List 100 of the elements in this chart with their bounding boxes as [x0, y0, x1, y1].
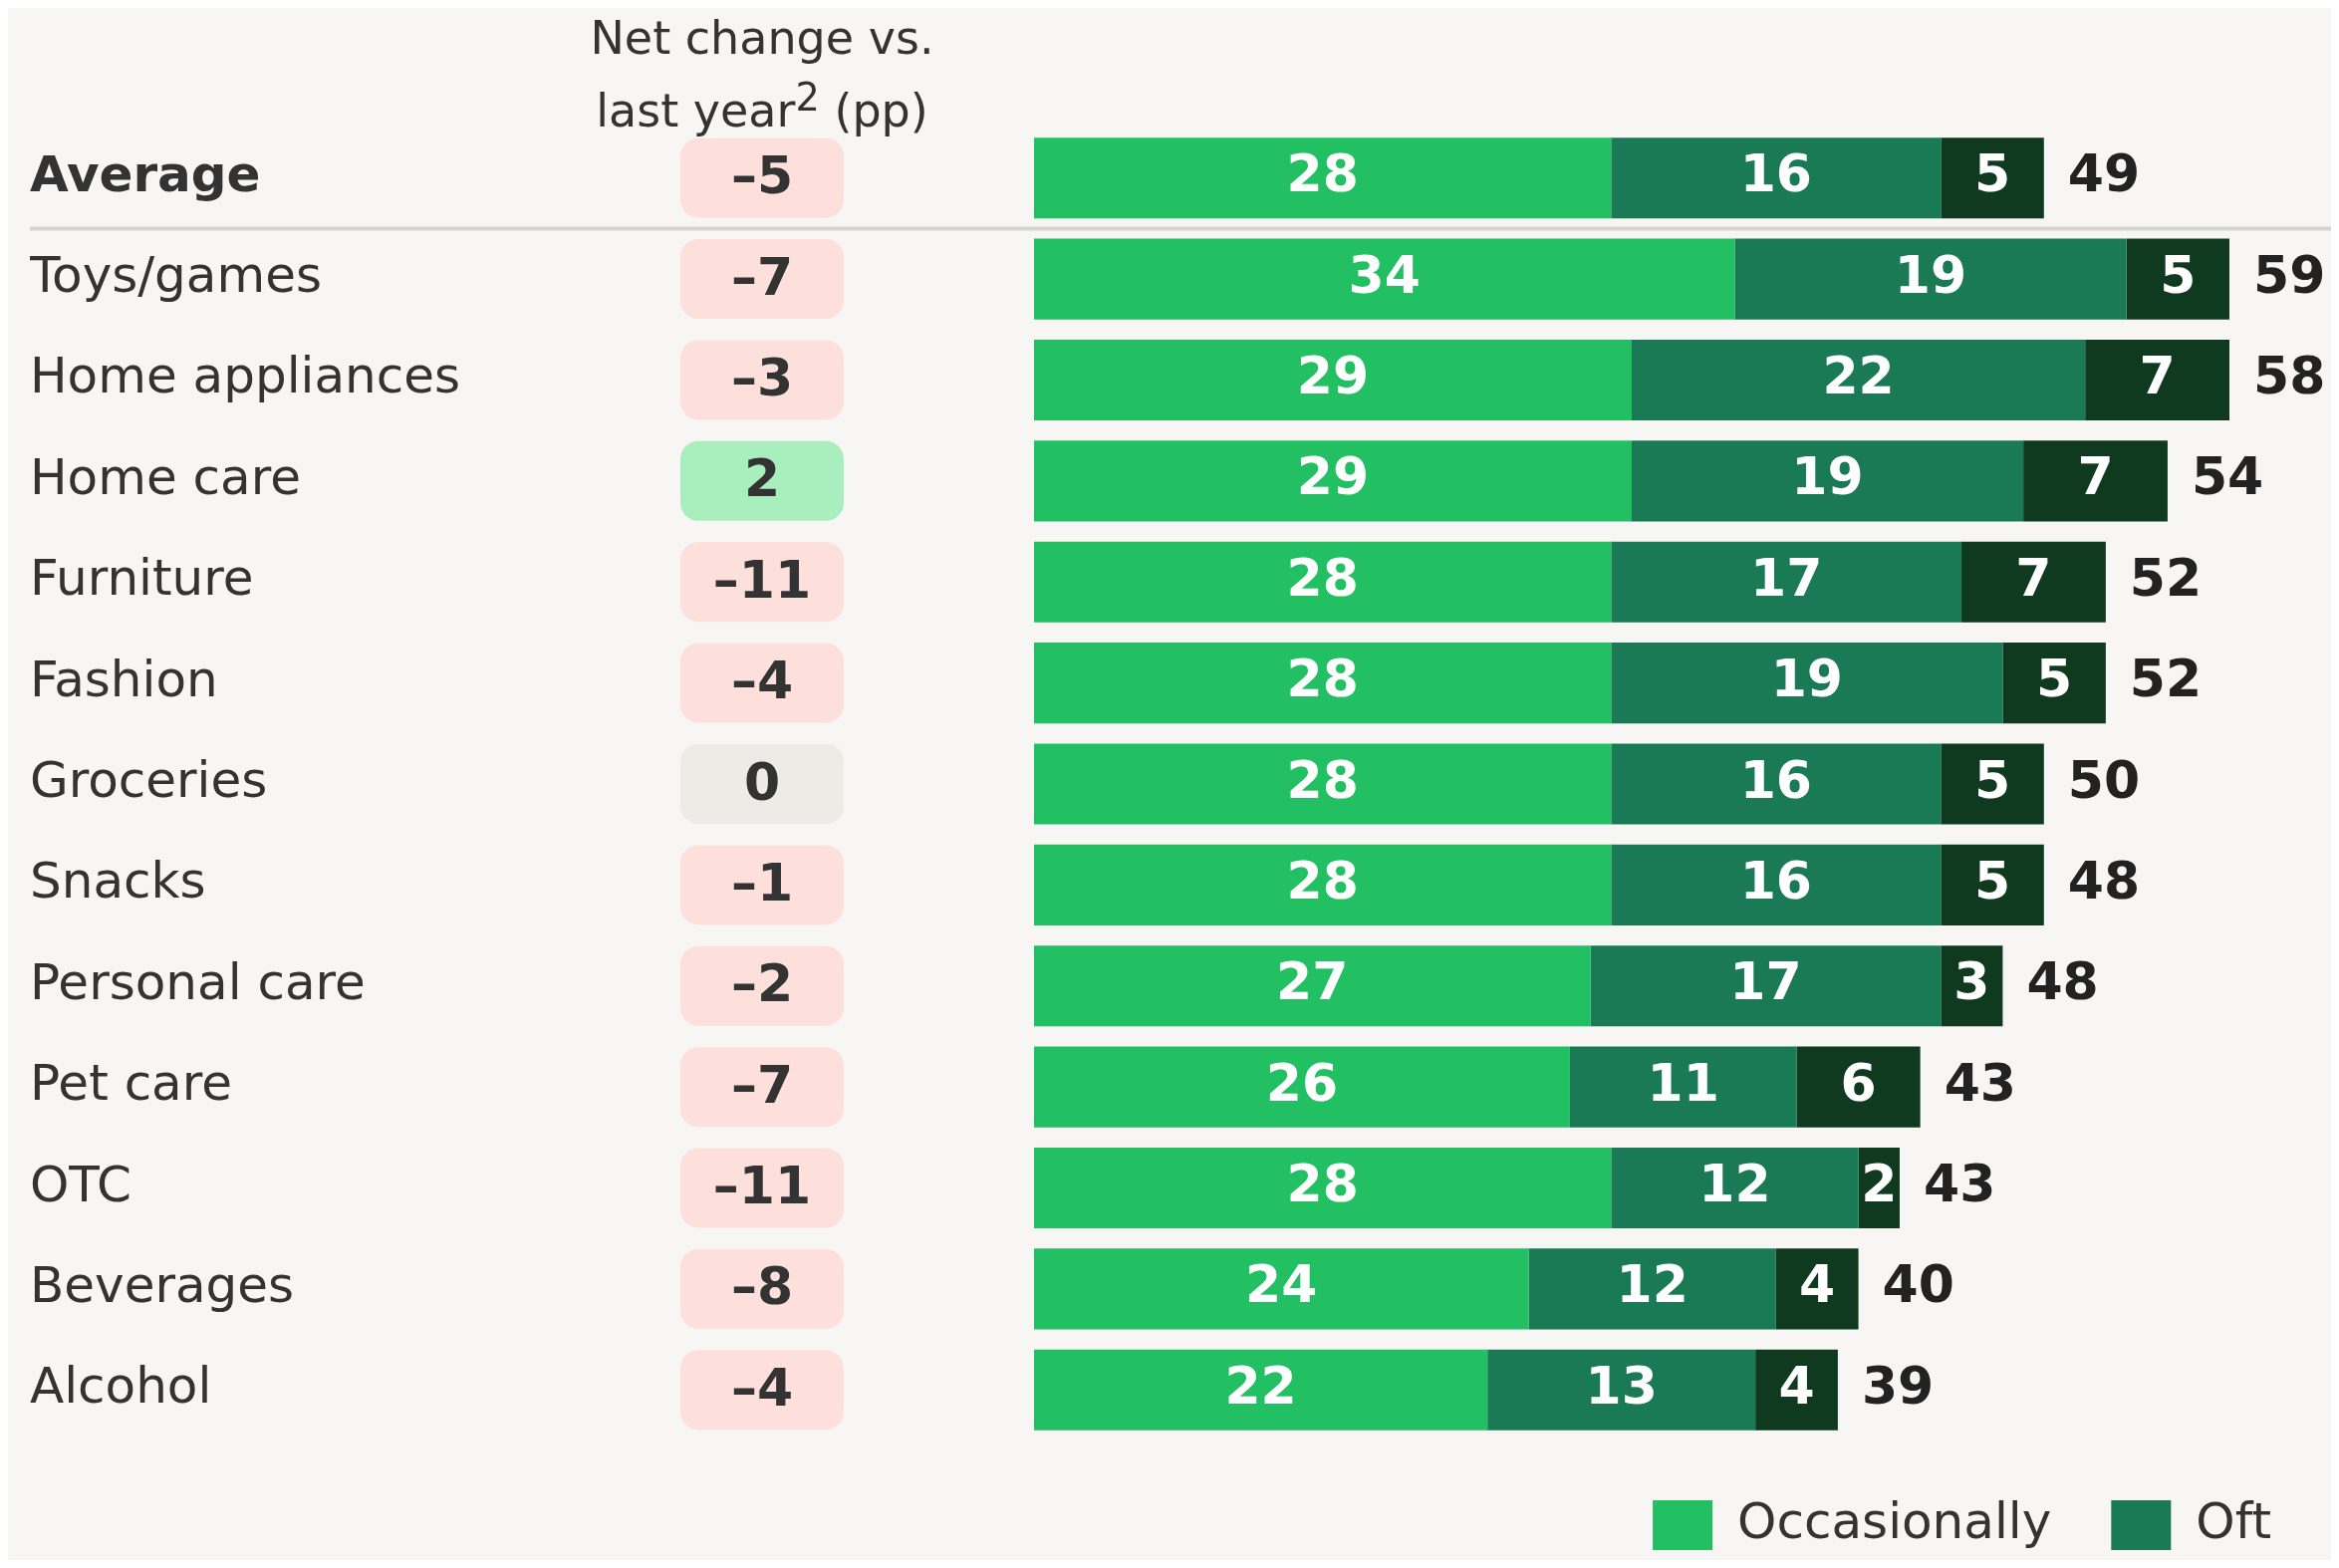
data-label: 19: [1791, 446, 1864, 507]
bar: [2023, 440, 2168, 522]
bar: [1034, 137, 1612, 219]
data-label: 5: [2036, 649, 2073, 709]
text: –4: [730, 1357, 794, 1418]
data-label: 34: [1348, 244, 1421, 305]
y-tick-label: Fashion: [30, 650, 218, 708]
text: Net change vs. last year$^{2}$ (pp): [589, 10, 935, 140]
bar: [1775, 1248, 1859, 1330]
total-label: 54: [2191, 446, 2264, 507]
total-label: 52: [2129, 547, 2203, 608]
data-label: 5: [2160, 244, 2197, 305]
data-label: 16: [1739, 143, 1813, 204]
bar: [1611, 137, 1942, 219]
total-label: 48: [2026, 951, 2099, 1012]
bar: [1487, 1349, 1756, 1431]
bar: [1034, 844, 1612, 925]
text: –3: [730, 347, 794, 407]
total-label: 39: [1861, 1355, 1935, 1416]
text: 2: [743, 448, 781, 509]
data-label: 28: [1286, 143, 1359, 204]
bar: [1632, 339, 2086, 421]
y-tick-label: Average: [30, 144, 261, 203]
bar: [1569, 1046, 1797, 1128]
text: –4: [730, 651, 794, 711]
bar: [1034, 238, 1735, 320]
data-label: 22: [1224, 1355, 1297, 1416]
text: –7: [730, 246, 794, 307]
bar: [1961, 541, 2106, 623]
total-label: 43: [1923, 1154, 1996, 1214]
y-tick-label: Toys/games: [29, 246, 323, 305]
bar: [1611, 844, 1942, 925]
bar: [1034, 1147, 1612, 1229]
data-label: 7: [2077, 446, 2114, 507]
bar: [1796, 1046, 1921, 1128]
data-label: 5: [1973, 143, 2011, 204]
text: –11: [712, 549, 812, 610]
total-label: 40: [1882, 1254, 1954, 1315]
data-label: 29: [1296, 446, 1370, 507]
bar: [1034, 541, 1612, 623]
data-label: 7: [2139, 345, 2176, 405]
bar: [1034, 643, 1612, 724]
data-label: 26: [1265, 1052, 1339, 1113]
data-label: 17: [1729, 951, 1802, 1012]
y-tick-label: Groceries: [30, 750, 268, 809]
y-tick-label: Furniture: [30, 549, 254, 608]
data-label: 16: [1739, 749, 1813, 810]
bar: [1734, 238, 2127, 320]
data-label: 12: [1616, 1254, 1689, 1315]
data-label: 28: [1286, 850, 1359, 911]
y-tick-label: Home care: [30, 447, 301, 506]
y-tick-label: Pet care: [30, 1054, 232, 1113]
data-label: 5: [1973, 749, 2011, 810]
bar: [1528, 1248, 1776, 1330]
data-label: 11: [1647, 1052, 1719, 1113]
y-tick-label: Home appliances: [30, 347, 461, 405]
total-label: 49: [2067, 143, 2141, 204]
text: –1: [730, 852, 794, 913]
total-label: 58: [2253, 345, 2326, 405]
bar: [2126, 238, 2229, 320]
data-label: 12: [1698, 1154, 1771, 1214]
data-label: 27: [1276, 951, 1349, 1012]
bar: [1034, 339, 1632, 421]
bar: [1755, 1349, 1838, 1431]
bar: [2085, 339, 2229, 421]
data-label: 3: [1953, 951, 1990, 1012]
data-label: 28: [1286, 547, 1359, 608]
data-label: 28: [1286, 649, 1359, 709]
data-label: 19: [1894, 244, 1967, 305]
text: –8: [730, 1256, 794, 1317]
bar: [1034, 945, 1591, 1027]
text: –11: [712, 1156, 812, 1216]
y-tick-label: Alcohol: [30, 1357, 212, 1416]
data-label: 19: [1770, 649, 1844, 709]
text: –7: [730, 1054, 794, 1115]
total-label: 48: [2067, 850, 2141, 911]
bar: [1034, 440, 1632, 522]
bar: [1632, 440, 2024, 522]
data-label: 24: [1245, 1254, 1318, 1315]
bar: [1611, 541, 1962, 623]
data-label: 29: [1296, 345, 1370, 405]
data-label: 13: [1585, 1355, 1658, 1416]
bar: [1941, 137, 2044, 219]
legend-label: Oft: [2196, 1491, 2271, 1550]
bar: [1611, 643, 2003, 724]
data-label: 7: [2015, 547, 2052, 608]
total-label: 50: [2067, 749, 2141, 810]
bar: [1590, 945, 1942, 1027]
data-label: 28: [1286, 1154, 1359, 1214]
text: –5: [730, 145, 794, 206]
bar: [1034, 1046, 1570, 1128]
data-label: 28: [1286, 749, 1359, 810]
data-label: 4: [1778, 1355, 1815, 1416]
y-tick-label: Beverages: [30, 1255, 295, 1314]
bar: [1034, 1248, 1529, 1330]
text: –2: [730, 953, 794, 1014]
bar: [1034, 1349, 1488, 1431]
y-tick-label: Personal care: [30, 952, 366, 1011]
bar: [1611, 743, 1942, 825]
data-label: 16: [1739, 850, 1813, 911]
